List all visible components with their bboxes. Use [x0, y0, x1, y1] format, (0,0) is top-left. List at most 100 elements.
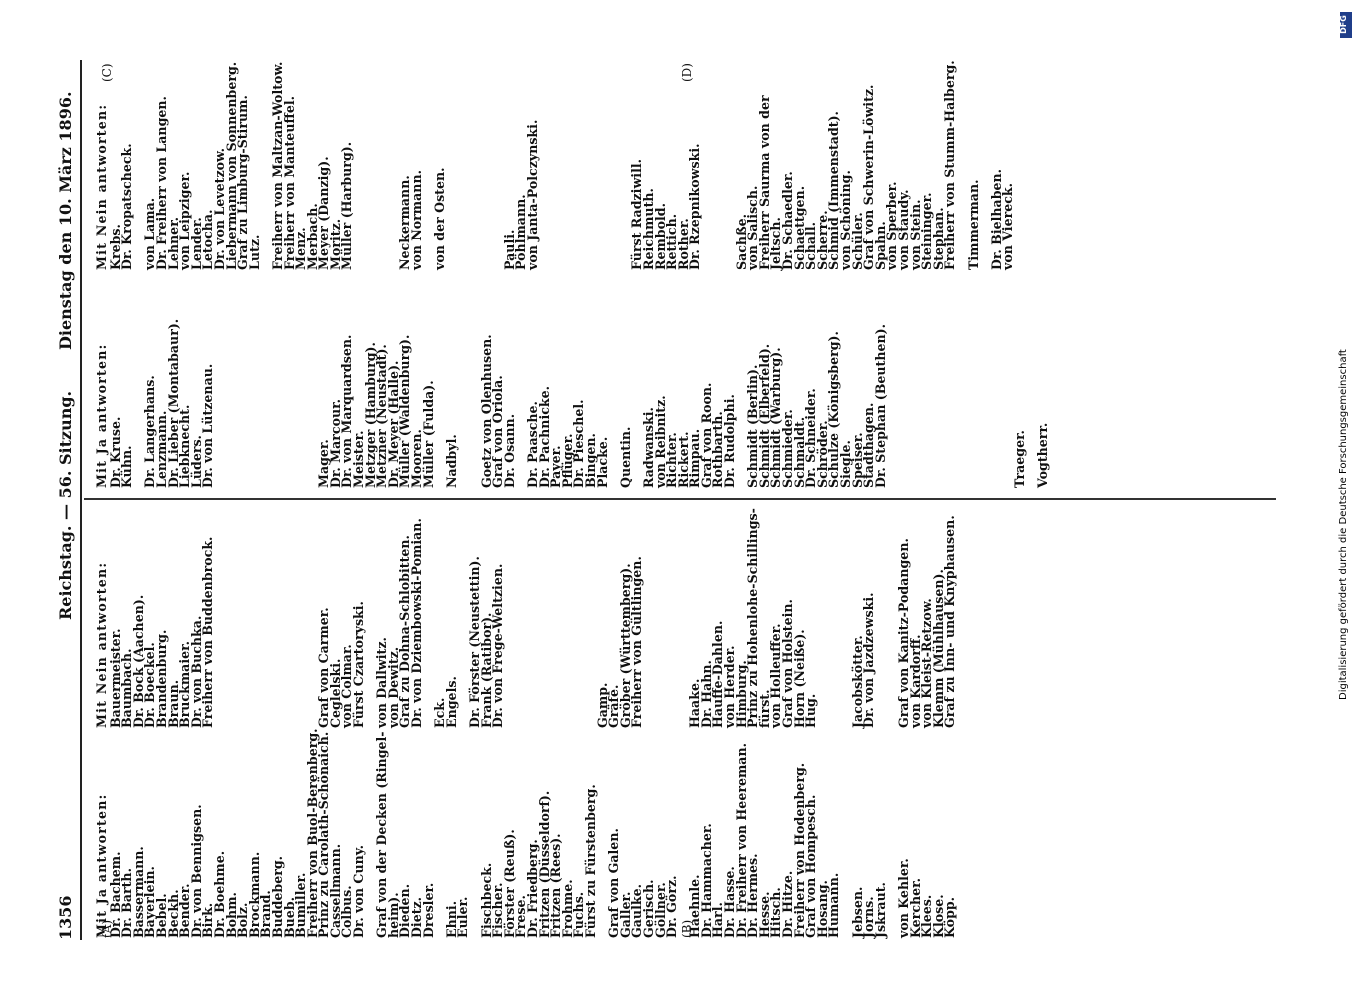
member-name: von Janta-Polczynski. [524, 119, 540, 270]
list-gap [585, 60, 597, 270]
list-gap [701, 60, 713, 270]
header-date: Dienstag den 10. März 1896. [56, 91, 75, 350]
member-name: Dr. von Dziembowski-Pomian. [409, 518, 425, 728]
member-name: Euler. [455, 896, 471, 938]
member-name: Dr. von Jazdzewski. [861, 592, 877, 729]
member-name: Dr. Rudolphi. [722, 394, 738, 488]
list-gap [249, 319, 261, 488]
list-gap [910, 319, 922, 488]
list-gap [655, 508, 667, 728]
list-gap [284, 508, 296, 728]
member-name: Nadbyl. [443, 434, 459, 488]
list-gap [539, 60, 551, 270]
list-gap [260, 319, 272, 488]
list-gap [353, 60, 365, 270]
list-gap [365, 60, 377, 270]
member-name: Dr. Görz. [664, 875, 680, 939]
list-gap [284, 319, 296, 488]
list-gap [457, 319, 469, 488]
member-name: Humann. [826, 872, 842, 938]
list-gap [550, 508, 562, 728]
member-name: Graf zu Inn- und Knyphausen. [942, 515, 958, 728]
member-name: Kühn. [119, 445, 135, 488]
list-gap [446, 60, 458, 270]
member-name: Köpp. [942, 896, 958, 938]
list-gap [979, 319, 991, 488]
member-name: von Normann. [409, 170, 425, 270]
list-gap [214, 508, 226, 728]
list-gap [573, 508, 585, 728]
list-gap [260, 508, 272, 728]
page-number: 1356 [56, 895, 75, 940]
member-name: Freiherr von Buddenbrock. [200, 536, 216, 728]
list-gap [597, 60, 609, 270]
member-name: Jskraut. [872, 882, 888, 938]
member-name: Timmerman. [965, 179, 981, 270]
column-heading: Mit Ja antworten: [94, 793, 109, 938]
list-gap [712, 60, 724, 270]
member-name: Dr. von Lützenau. [200, 363, 216, 488]
member-name: Dresler. [420, 882, 436, 938]
list-gap [515, 508, 527, 728]
header-center: Reichstag. — 56. Sitzung. [56, 390, 75, 620]
member-name: Lutz. [246, 234, 262, 270]
list-gap [608, 60, 620, 270]
member-name: Dr. Rzepnikowski. [687, 143, 703, 271]
list-gap [944, 319, 956, 488]
member-name: Placke. [594, 436, 610, 488]
list-gap [272, 319, 284, 488]
member-name: von Viereck. [1000, 182, 1016, 270]
member-name: Müller (Harburg). [339, 141, 355, 270]
member-name: von der Osten. [432, 167, 448, 270]
list-gap [898, 319, 910, 488]
member-name: Vogtherr. [1035, 422, 1051, 488]
list-gap [237, 319, 249, 488]
list-gap [272, 508, 284, 728]
column-divider [84, 498, 1276, 500]
member-name: Müller (Fulda). [420, 380, 436, 488]
member-name: Traeger. [1011, 430, 1027, 488]
column-heading: Mit Ja antworten: [94, 343, 109, 488]
list-gap [956, 319, 968, 488]
list-gap [562, 60, 574, 270]
list-gap [457, 60, 469, 270]
list-gap [249, 508, 261, 728]
list-gap [504, 508, 516, 728]
member-name: Dr. Stephan (Beuthen). [872, 323, 888, 488]
member-name: Engels. [443, 676, 459, 728]
list-gap [817, 508, 829, 728]
list-gap [527, 508, 539, 728]
list-gap [226, 508, 238, 728]
list-gap [295, 508, 307, 728]
list-gap [828, 508, 840, 728]
list-gap [550, 60, 562, 270]
list-gap [295, 319, 307, 488]
member-name: Freiherr von Stumm-Halberg. [942, 60, 958, 270]
list-gap [991, 319, 1003, 488]
credit-line: Digitalisierung gefördert durch die Deut… [1338, 349, 1349, 700]
member-name: Dr. von Cuny. [351, 844, 367, 938]
list-gap [573, 60, 585, 270]
list-gap [562, 508, 574, 728]
member-name: Fürst Czartoryski. [351, 601, 367, 728]
member-name: Hug. [803, 693, 819, 728]
member-name: Freiherr von Gültlingen. [629, 556, 645, 728]
list-gap [237, 508, 249, 728]
list-gap [481, 60, 493, 270]
list-gap [875, 508, 887, 728]
dfg-logo: DFG [1339, 12, 1352, 38]
list-gap [666, 508, 678, 728]
header-rule [80, 60, 82, 940]
right-nein-column: Mit Nein antworten: Krebs. Dr. Kropatschec… [94, 60, 1016, 271]
list-gap [968, 319, 980, 488]
list-gap [886, 319, 898, 488]
member-name: Dr. von Frege-Weltzien. [490, 563, 506, 728]
member-name: Dr. Osann. [501, 413, 517, 488]
list-gap [643, 508, 655, 728]
column-heading: Mit Nein antworten: [94, 103, 109, 270]
list-gap [539, 508, 551, 728]
list-gap [376, 60, 388, 270]
list-gap [214, 319, 226, 488]
